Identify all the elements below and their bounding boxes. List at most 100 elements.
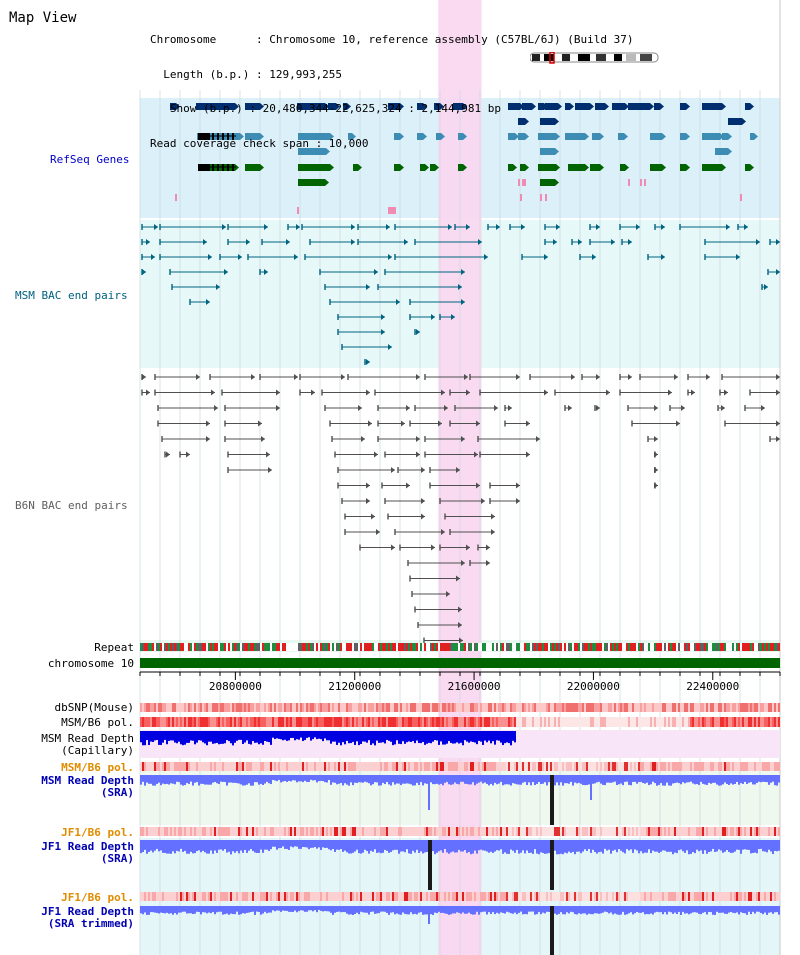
jf1-depth-trim-bar: [544, 906, 546, 914]
jf1-depth-trim-bar: [706, 906, 708, 915]
repeat-segment: [610, 643, 612, 651]
msm-b6-pol-label[interactable]: MSM/B6 pol.: [61, 716, 134, 729]
b6n-pair-arrow: [508, 405, 512, 411]
b6n-pair-arrow: [654, 482, 658, 489]
msm-b6-pol2-label[interactable]: MSM/B6 pol.: [61, 761, 134, 774]
msm-b6-pol-cell: [272, 717, 274, 727]
jf1-b6-pol2-cell: [370, 892, 372, 901]
msm-b6-pol-cell: [340, 717, 342, 727]
msm-b6-pol-cell: [262, 717, 264, 727]
msm-b6-pol-cell: [700, 717, 702, 727]
repeat-segment: [286, 643, 288, 651]
msm-b6-pol2-cell: [686, 762, 688, 771]
jf1-b6-pol2-cell: [358, 892, 360, 901]
dbsnp-cell: [634, 703, 636, 712]
repeat-segment: [664, 643, 666, 651]
msm-depth-capillary-bar: [416, 731, 418, 741]
jf1-b6-pol-cell: [218, 827, 220, 836]
gene-strand-arrow: [423, 103, 427, 110]
jf1-depth-trim-label[interactable]: JF1 Read Depth (SRA trimmed): [41, 906, 134, 930]
msm-b6-pol2-cell: [460, 762, 462, 771]
dbsnp-cell: [382, 703, 384, 712]
jf1-b6-pol2-label[interactable]: JF1/B6 pol.: [61, 891, 134, 904]
jf1-depth-trim-bar: [142, 906, 144, 915]
msm-depth-sra-bar: [214, 775, 216, 782]
jf1-depth-trim-bar: [770, 906, 772, 913]
msm-b6-pol-cell: [276, 717, 278, 727]
dbsnp-label[interactable]: dbSNP(Mouse): [54, 701, 134, 714]
jf1-b6-pol2-cell: [732, 892, 734, 901]
msm-b6-pol-cell: [264, 717, 266, 727]
jf1-b6-pol2-cell: [418, 892, 420, 901]
jf1-b6-pol-cell: [718, 827, 720, 836]
jf1-depth-sra-bar: [400, 840, 402, 852]
msm-depth-capillary-label[interactable]: MSM Read Depth (Capillary): [41, 733, 134, 757]
chromosome-ideogram[interactable]: [530, 52, 660, 64]
jf1-b6-pol-cell: [606, 827, 608, 836]
msm-b6-pol2-cell: [566, 762, 568, 771]
gene-strand-arrow: [400, 164, 404, 171]
dbsnp-cell: [180, 703, 182, 712]
msm-b6-pol-cell: [512, 717, 514, 727]
refseq-genes-label[interactable]: RefSeq Genes: [50, 153, 130, 166]
msm-b6-pol-cell: [268, 717, 270, 727]
jf1-b6-pol2-cell: [660, 892, 662, 901]
msm-depth-sra-bar: [184, 775, 186, 785]
jf1-b6-pol2-cell: [408, 892, 410, 901]
msm-depth-sra-bar: [654, 775, 656, 784]
jf1-b6-pol-cell: [746, 827, 748, 836]
msm-depth-sra-line1: MSM Read Depth: [41, 774, 134, 787]
dbsnp-cell: [278, 703, 280, 712]
jf1-b6-pol-label[interactable]: JF1/B6 pol.: [61, 826, 134, 839]
msm-b6-pol-cell: [596, 717, 598, 727]
repeat-segment: [480, 643, 482, 651]
jf1-depth-sra-bar: [236, 840, 238, 852]
repeat-segment: [338, 643, 340, 651]
dbsnp-cell: [314, 703, 316, 712]
jf1-depth-sra-bar: [416, 840, 418, 850]
jf1-b6-pol-cell: [412, 827, 414, 836]
jf1-b6-pol-cell: [462, 827, 464, 836]
jf1-b6-pol2-cell: [220, 892, 222, 901]
gene-strand-arrow: [555, 148, 559, 155]
jf1-depth-sra-bar: [774, 840, 776, 851]
msm-depth-sra-bar: [252, 775, 254, 786]
gene-feature: [297, 103, 325, 110]
msm-b6-pol-cell: [520, 717, 522, 727]
dbsnp-cell: [538, 703, 540, 712]
jf1-b6-pol-cell: [176, 827, 178, 836]
jf1-b6-pol2-cell: [394, 892, 396, 901]
jf1-b6-pol-cell: [348, 827, 350, 836]
dbsnp-cell: [226, 703, 228, 712]
msm-b6-pol-cell: [442, 717, 444, 727]
jf1-depth-trim-bar: [350, 906, 352, 915]
msm-depth-sra-label[interactable]: MSM Read Depth (SRA): [41, 775, 134, 799]
msm-b6-pol-cell: [210, 717, 212, 727]
repeat-segment: [772, 643, 774, 651]
jf1-depth-sra-bar: [582, 840, 584, 852]
jf1-b6-pol-cell: [478, 827, 480, 836]
msm-b6-pol2-cell: [514, 762, 516, 771]
msm-depth-sra-bar: [376, 775, 378, 783]
pink-feature: [740, 194, 742, 201]
jf1-depth-sra-bar: [542, 840, 544, 853]
ideogram-band: [596, 54, 606, 61]
b6n-pair-arrow: [211, 389, 215, 396]
msm-bac-label[interactable]: MSM BAC end pairs: [15, 289, 128, 302]
jf1-depth-sra-label[interactable]: JF1 Read Depth (SRA): [41, 841, 134, 865]
msm-pair-arrow: [208, 254, 212, 260]
dbsnp-cell: [664, 703, 666, 712]
jf1-b6-pol2-cell: [672, 892, 674, 901]
repeat-segment: [654, 643, 656, 651]
jf1-b6-pol2-cell: [236, 892, 238, 901]
jf1-depth-trim-bar: [562, 906, 564, 915]
msm-b6-pol-cell: [550, 717, 552, 727]
msm-b6-pol-cell: [312, 717, 314, 727]
msm-depth-capillary-bar: [222, 731, 224, 744]
jf1-b6-pol-cell: [500, 827, 502, 836]
msm-depth-sra-bar: [694, 775, 696, 785]
b6n-bac-label[interactable]: B6N BAC end pairs: [15, 499, 128, 512]
jf1-depth-sra-bar: [598, 840, 600, 853]
msm-b6-pol-cell: [674, 717, 676, 727]
jf1-depth-trim-bar: [568, 906, 570, 914]
